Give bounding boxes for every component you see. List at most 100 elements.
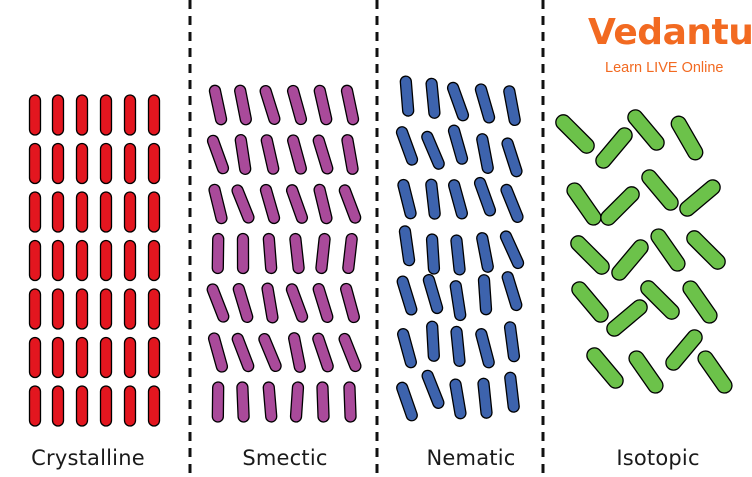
crystalline-molecule bbox=[147, 94, 161, 136]
nematic-molecule bbox=[446, 81, 470, 122]
smectic-molecule bbox=[211, 232, 225, 275]
crystalline-molecule bbox=[28, 288, 42, 330]
isotopic-molecule bbox=[679, 179, 721, 217]
nematic-molecule bbox=[450, 325, 466, 367]
crystalline-molecule bbox=[51, 94, 65, 136]
vedantu-logo: Vedantu Learn LIVE Online bbox=[588, 12, 752, 82]
nematic-molecule bbox=[477, 377, 493, 419]
smectic-molecule bbox=[258, 332, 282, 373]
smectic-molecule bbox=[231, 184, 255, 224]
smectic-molecule bbox=[207, 332, 229, 373]
logo-tagline: Learn LIVE Online bbox=[605, 60, 724, 76]
crystalline-molecule bbox=[147, 191, 161, 233]
nematic-molecule bbox=[425, 178, 441, 220]
smectic-molecule bbox=[315, 232, 331, 275]
smectic-molecule bbox=[260, 134, 280, 175]
crystalline-molecule bbox=[75, 336, 89, 379]
nematic-molecule bbox=[449, 378, 467, 420]
crystalline-molecule bbox=[28, 385, 42, 427]
nematic-molecule bbox=[396, 275, 418, 316]
smectic-molecule bbox=[208, 183, 228, 225]
crystalline-molecule bbox=[28, 94, 42, 136]
isotopic-molecule bbox=[600, 186, 640, 226]
nematic-molecule bbox=[399, 75, 415, 117]
crystalline-molecule bbox=[147, 288, 161, 330]
nematic-molecule bbox=[501, 271, 523, 312]
crystalline-molecule bbox=[147, 385, 161, 427]
smectic-molecule bbox=[289, 232, 305, 275]
smectic-molecule bbox=[312, 134, 334, 175]
smectic-molecule bbox=[286, 84, 308, 126]
crystalline-molecule bbox=[51, 239, 65, 282]
isotopic-molecule bbox=[697, 350, 733, 394]
smectic-molecule bbox=[342, 232, 358, 275]
crystalline-molecule bbox=[147, 336, 161, 379]
smectic-molecule bbox=[208, 84, 228, 126]
crystalline-molecule bbox=[99, 336, 113, 379]
isotopic-molecule bbox=[628, 350, 664, 394]
smectic-molecule bbox=[288, 332, 306, 373]
crystalline-molecule bbox=[28, 191, 42, 233]
crystalline-molecule bbox=[99, 239, 113, 282]
nematic-molecule bbox=[398, 225, 416, 267]
crystalline-molecule bbox=[123, 288, 137, 330]
crystalline-molecule bbox=[99, 142, 113, 185]
nematic-molecule bbox=[473, 176, 497, 217]
isotopic-molecule bbox=[641, 169, 679, 211]
nematic-molecule bbox=[421, 369, 445, 409]
smectic-molecule bbox=[234, 84, 252, 126]
nematic-molecule bbox=[504, 371, 520, 413]
nematic-molecule bbox=[476, 232, 494, 273]
nematic-molecule bbox=[477, 274, 493, 316]
smectic-molecule bbox=[232, 282, 254, 324]
crystalline-molecule bbox=[147, 239, 161, 282]
isotopic-molecule bbox=[586, 347, 624, 389]
nematic-molecule bbox=[397, 328, 417, 369]
isotopic-molecule bbox=[670, 115, 704, 161]
smectic-molecule bbox=[262, 232, 278, 275]
smectic-molecule bbox=[289, 381, 305, 423]
crystalline-molecule bbox=[123, 385, 137, 427]
label-nematic: Nematic bbox=[426, 446, 516, 470]
crystalline-molecule bbox=[123, 191, 137, 233]
logo-wordmark: Vedantu bbox=[588, 12, 752, 53]
smectic-molecule bbox=[259, 183, 281, 225]
nematic-molecule bbox=[395, 126, 419, 166]
crystalline-molecule bbox=[99, 94, 113, 136]
smectic-molecule bbox=[231, 332, 255, 373]
smectic-molecule bbox=[312, 282, 334, 324]
smectic-molecule bbox=[285, 283, 309, 323]
smectic-molecule bbox=[287, 134, 307, 175]
smectic-molecule bbox=[206, 134, 230, 175]
smectic-molecule bbox=[236, 232, 250, 275]
nematic-molecule bbox=[425, 77, 441, 119]
nematic-molecule bbox=[422, 273, 444, 315]
nematic-molecule bbox=[476, 133, 494, 174]
crystalline-molecule bbox=[28, 142, 42, 185]
crystalline-molecule bbox=[75, 142, 89, 185]
smectic-molecule bbox=[261, 282, 279, 324]
isotopic-molecule bbox=[682, 280, 718, 324]
nematic-molecule bbox=[501, 137, 523, 178]
crystalline-molecule bbox=[123, 239, 137, 282]
nematic-molecule bbox=[426, 320, 440, 362]
nematic-molecule bbox=[475, 328, 495, 369]
crystalline-molecule bbox=[51, 191, 65, 233]
molecule-rods bbox=[28, 75, 733, 427]
nematic-molecule bbox=[503, 321, 521, 363]
smectic-molecule bbox=[341, 134, 359, 175]
nematic-molecule bbox=[449, 280, 467, 322]
smectic-molecule bbox=[343, 381, 357, 423]
label-isotopic: Isotopic bbox=[616, 446, 700, 470]
smectic-molecule bbox=[313, 183, 333, 225]
crystalline-molecule bbox=[51, 288, 65, 330]
crystalline-molecule bbox=[51, 385, 65, 427]
isotopic-molecule bbox=[686, 230, 726, 270]
crystalline-molecule bbox=[75, 94, 89, 136]
nematic-molecule bbox=[474, 83, 496, 124]
crystalline-molecule bbox=[123, 336, 137, 379]
nematic-molecule bbox=[448, 179, 468, 220]
isotopic-molecule bbox=[555, 114, 595, 154]
nematic-molecule bbox=[447, 124, 469, 165]
label-crystalline: Crystalline bbox=[31, 446, 145, 470]
